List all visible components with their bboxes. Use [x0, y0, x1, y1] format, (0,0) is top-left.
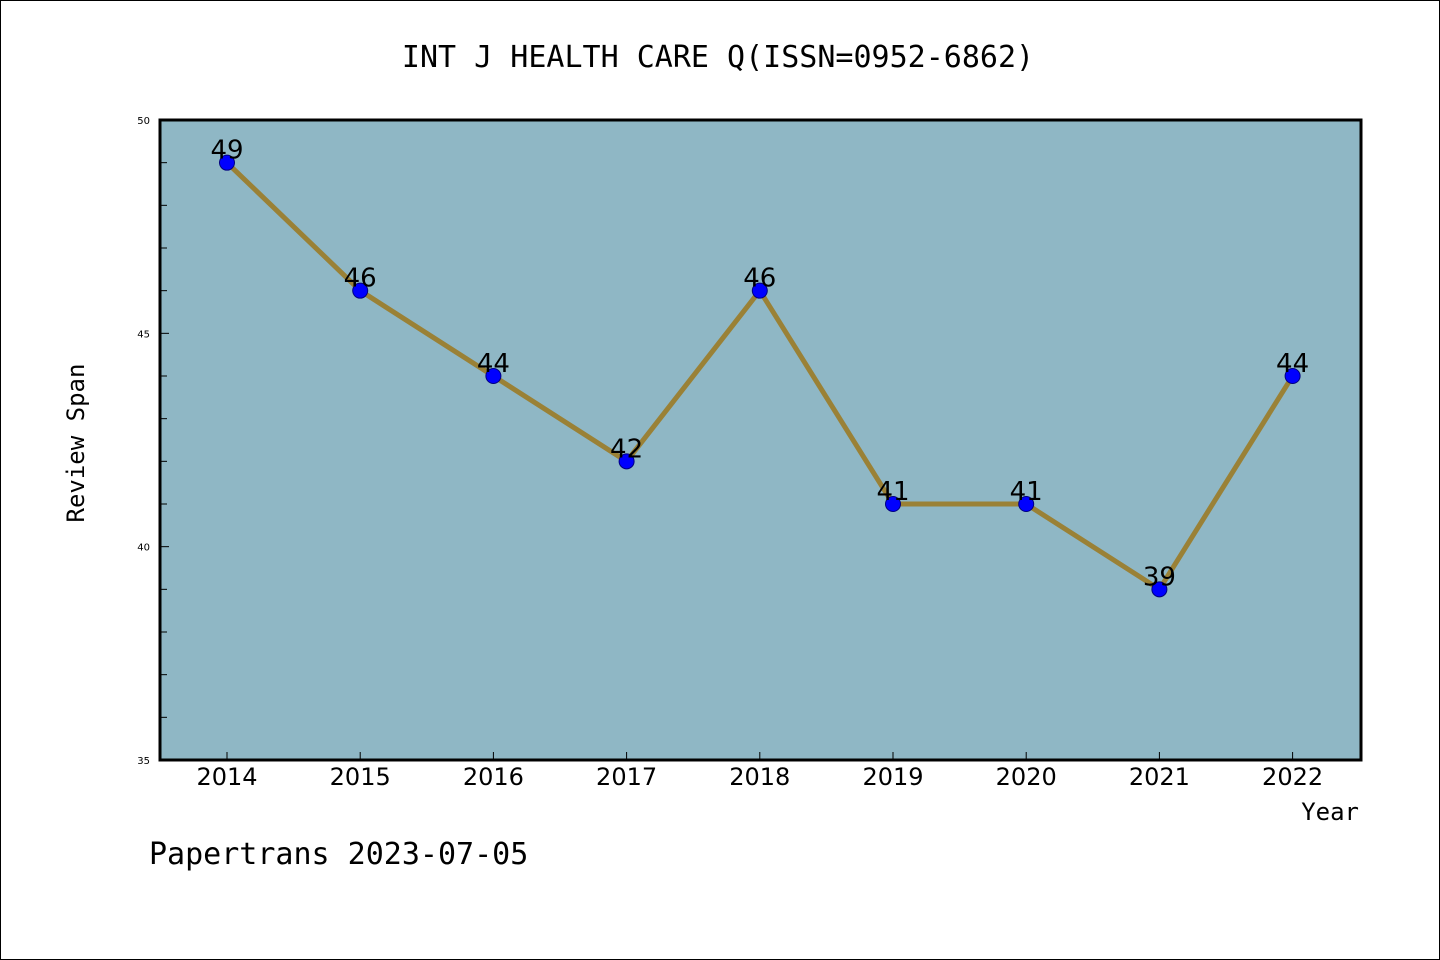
series-line-group: [219, 154, 1301, 598]
data-label: 42: [610, 434, 643, 464]
data-label: 39: [1143, 562, 1176, 592]
data-point: [219, 154, 235, 171]
plot-area: [160, 120, 1361, 760]
data-point: [1151, 581, 1168, 598]
data-label: 46: [743, 264, 776, 294]
data-point: [751, 282, 768, 299]
plot-border: [158, 118, 1363, 762]
data-label: 41: [876, 477, 909, 507]
x-tick-label: 2018: [729, 763, 790, 791]
x-tick-label: 2015: [330, 763, 391, 791]
data-point: [1018, 496, 1035, 512]
x-axis: 2014 2015 2016 2017 2018 2019 2020 2021 2022: [196, 752, 1323, 791]
x-tick-label: 2016: [463, 763, 524, 791]
data-label: 49: [210, 136, 243, 166]
y-tick-label: 45: [137, 329, 150, 340]
x-axis-label: Year: [1301, 798, 1359, 826]
data-point: [618, 453, 635, 470]
data-label: 44: [477, 349, 510, 379]
data-label: 44: [1276, 349, 1309, 379]
data-label: 41: [1010, 477, 1043, 507]
y-axis-label: Review Span: [62, 364, 90, 523]
y-tick-label: 35: [137, 756, 150, 767]
data-point: [485, 368, 502, 384]
data-point: [352, 282, 369, 299]
data-label: 46: [344, 264, 377, 294]
x-tick-label: 2021: [1129, 763, 1190, 791]
y-tick-label: 50: [137, 116, 150, 127]
x-tick-label: 2020: [996, 763, 1057, 791]
data-point: [1284, 368, 1301, 384]
data-labels: 49 46 44 42 46 41 41 39 44: [210, 136, 1309, 593]
x-tick-label: 2019: [862, 763, 923, 791]
x-tick-label: 2014: [196, 763, 257, 791]
x-tick-label: 2022: [1262, 763, 1323, 791]
x-tick-label: 2017: [596, 763, 657, 791]
data-point: [885, 496, 901, 512]
footer-watermark: Papertrans 2023-07-05: [149, 837, 528, 872]
y-tick-label: 40: [137, 543, 150, 554]
chart-title: INT J HEALTH CARE Q(ISSN=0952-6862): [402, 40, 1034, 75]
